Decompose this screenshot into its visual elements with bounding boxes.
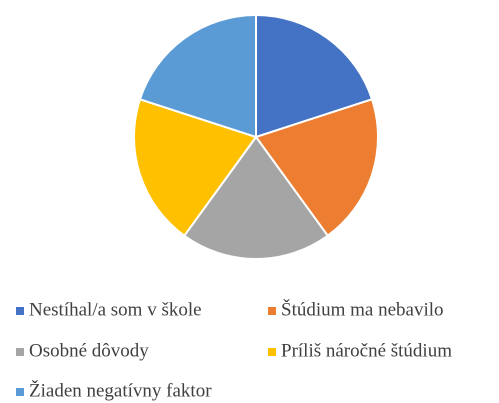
legend-marker xyxy=(16,348,24,356)
pie-slice xyxy=(255,13,374,139)
pie-slice xyxy=(138,13,257,139)
legend-marker xyxy=(268,348,276,356)
pie-slice xyxy=(133,98,258,238)
legend-marker xyxy=(268,307,276,315)
pie-slice xyxy=(254,98,379,238)
legend-label: Žiaden negatívny faktor xyxy=(29,379,212,401)
legend-marker xyxy=(16,307,24,315)
legend-label: Nestíhal/a som v škole xyxy=(29,299,202,320)
pie-slice xyxy=(182,135,330,260)
legend-label: Osobné dôvody xyxy=(29,340,149,361)
legend-marker xyxy=(16,388,24,396)
legend-label: Štúdium ma nebavilo xyxy=(281,298,444,320)
legend-label: Príliš náročné štúdium xyxy=(281,340,452,361)
